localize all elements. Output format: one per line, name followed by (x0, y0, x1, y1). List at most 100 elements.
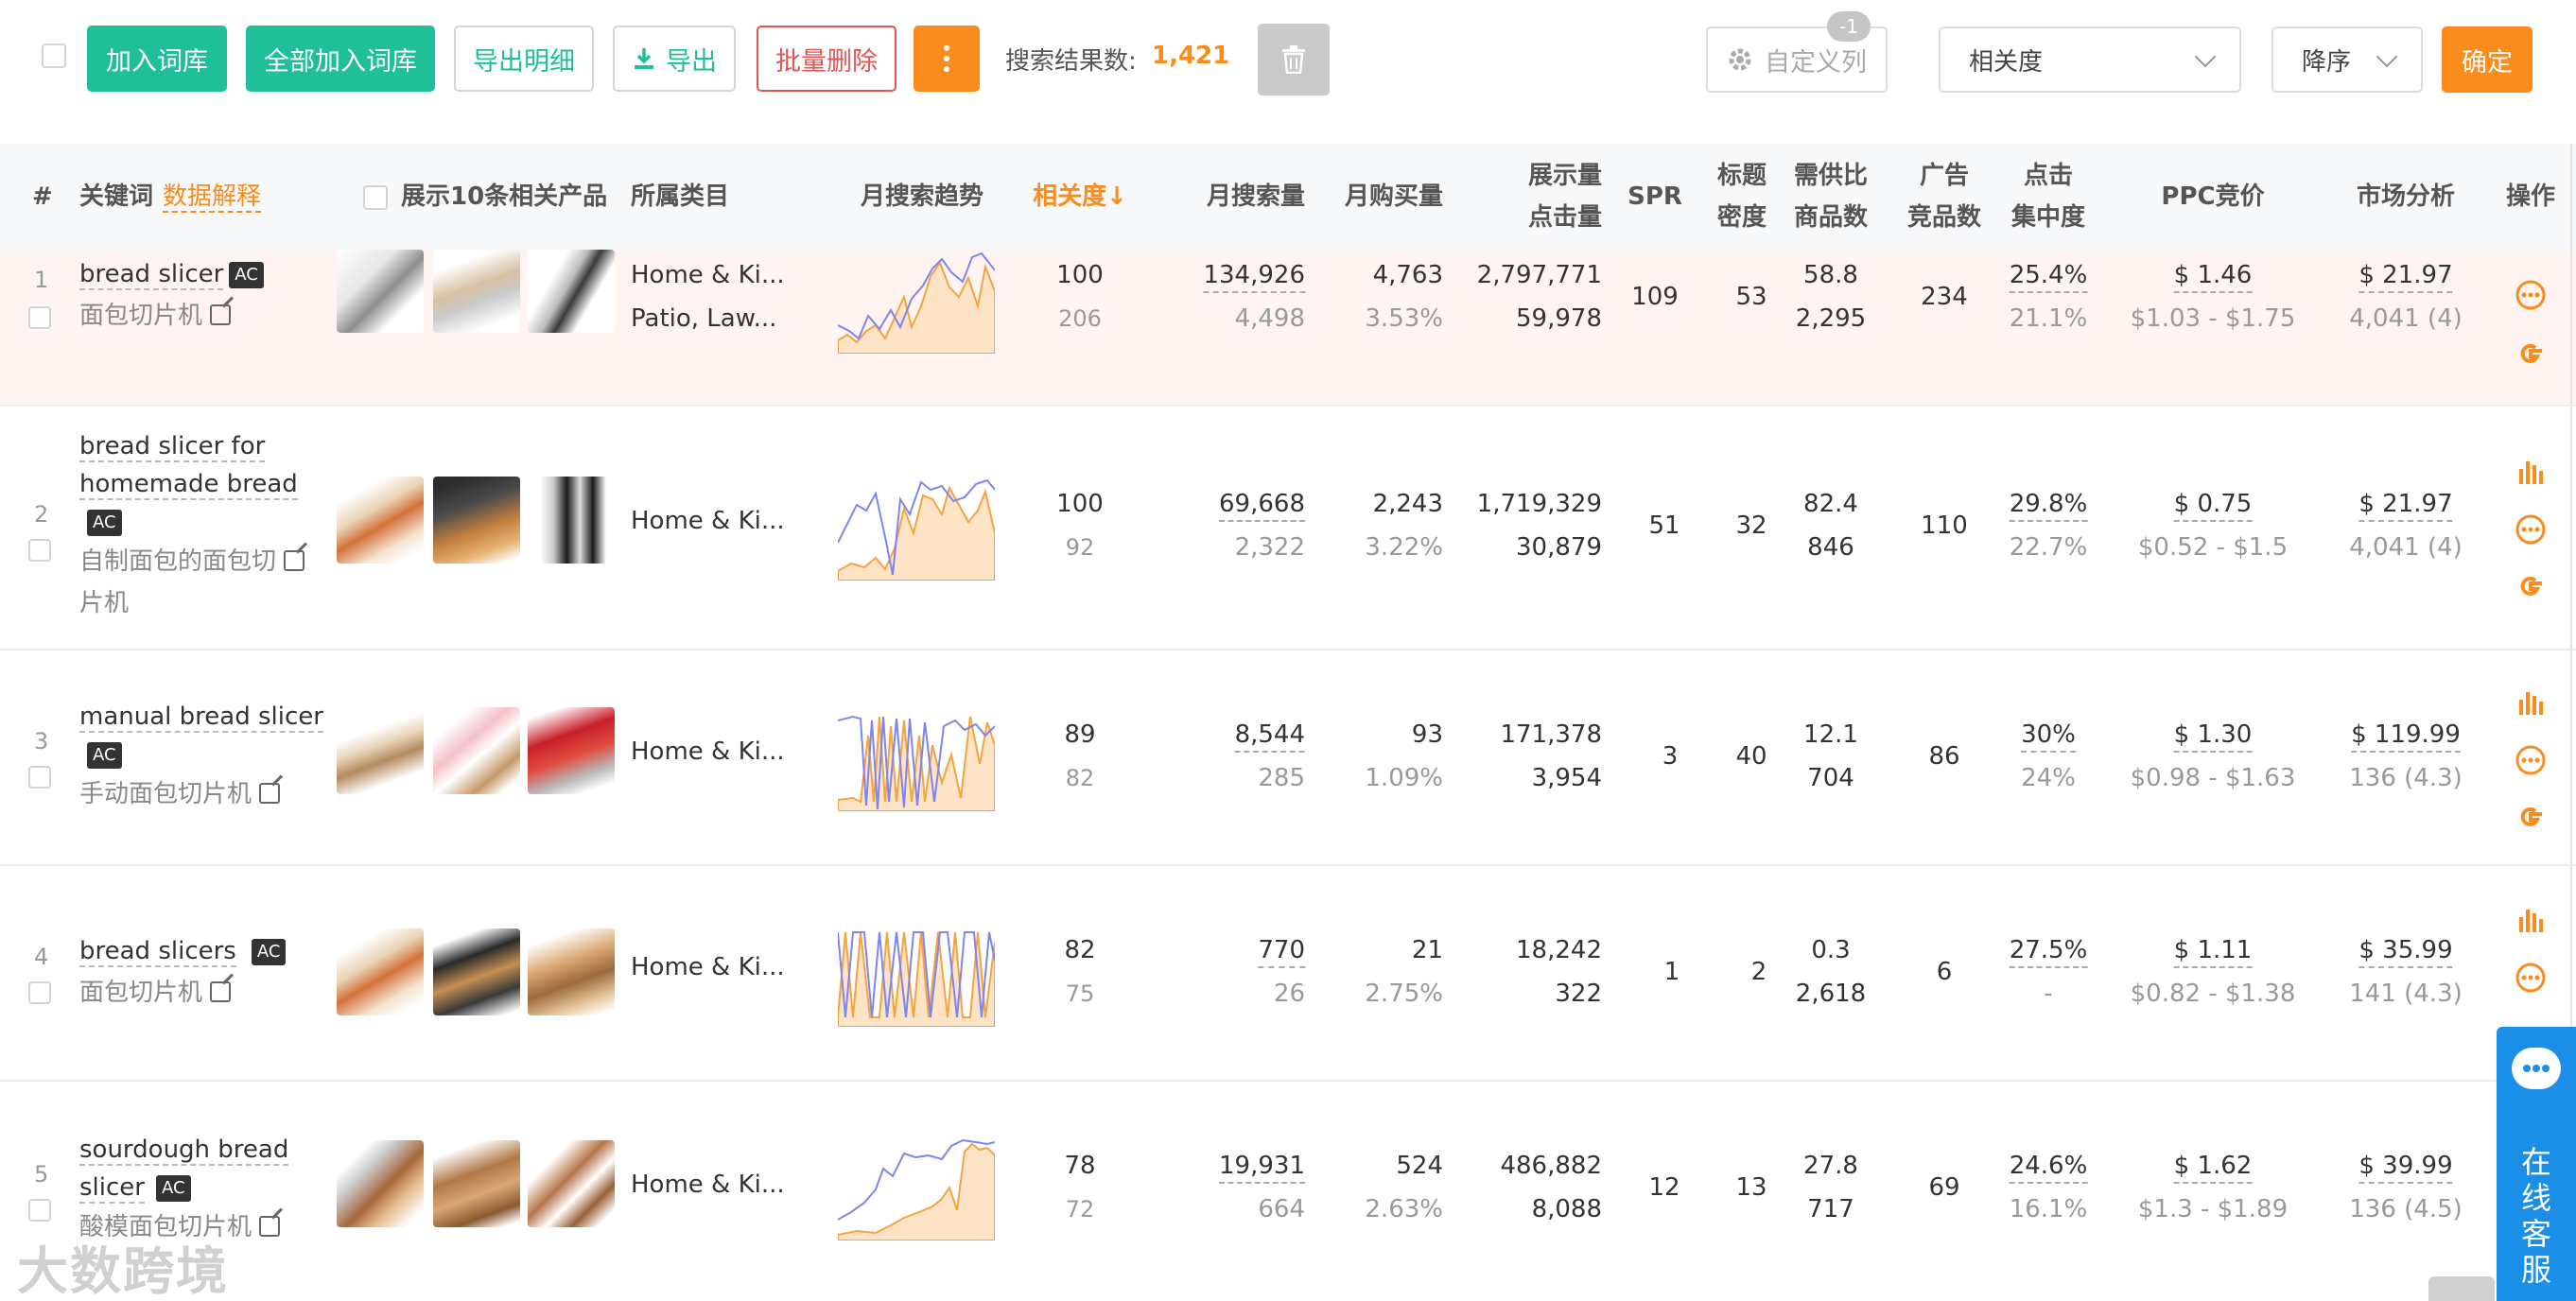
export-button[interactable]: 导出 (613, 26, 736, 92)
market-price[interactable]: $ 35.99 (2358, 928, 2453, 972)
back-to-top-button[interactable] (2428, 1276, 2495, 1301)
more-options-icon[interactable] (2514, 743, 2548, 777)
row-checkbox[interactable] (28, 539, 51, 562)
edit-icon[interactable] (259, 783, 281, 804)
col-show-products[interactable]: 展示10条相关产品 (401, 182, 608, 211)
col-click-conc-2[interactable]: 集中度 (2010, 203, 2086, 232)
ppc-value[interactable]: $ 1.30 (2173, 713, 2253, 756)
col-supply-demand[interactable]: 需供比 (1793, 162, 1869, 190)
product-thumbnail[interactable] (337, 250, 424, 333)
market-price[interactable]: $ 21.97 (2358, 482, 2453, 526)
product-thumbnail[interactable] (528, 250, 615, 333)
col-ppc[interactable]: PPC竞价 (2161, 182, 2265, 211)
edit-icon[interactable] (259, 1216, 281, 1237)
more-options-icon[interactable] (2514, 278, 2548, 312)
col-ad-2[interactable]: 竞品数 (1906, 203, 1982, 232)
monthly-search-value[interactable]: 770 (1258, 928, 1305, 972)
click-concentration-value[interactable]: 25.4% (2009, 253, 2088, 297)
edit-icon[interactable] (210, 981, 232, 1002)
product-thumbnail[interactable] (337, 1140, 424, 1227)
market-price[interactable]: $ 21.97 (2358, 253, 2453, 297)
google-icon[interactable] (2514, 569, 2548, 603)
more-actions-button[interactable] (914, 26, 980, 92)
monthly-search-value[interactable]: 69,668 (1219, 482, 1305, 526)
export-detail-button[interactable]: 导出明细 (454, 26, 594, 92)
click-concentration-value[interactable]: 30% (2021, 713, 2076, 756)
sort-field-select[interactable]: 相关度 (1939, 26, 2241, 93)
keyword-text[interactable]: slicer (79, 1173, 145, 1204)
ppc-value[interactable]: $ 1.62 (2173, 1144, 2253, 1188)
product-thumbnail[interactable] (433, 1140, 520, 1227)
keyword-text[interactable]: manual bread slicer (79, 703, 323, 733)
batch-delete-button[interactable]: 批量删除 (757, 26, 896, 92)
product-thumbnail[interactable] (528, 707, 615, 794)
online-service-button[interactable]: 在线客服 (2497, 1027, 2576, 1301)
col-monthly-purchase[interactable]: 月购买量 (1344, 182, 1443, 211)
col-ad-1[interactable]: 广告 (1919, 162, 1970, 190)
col-click-conc-1[interactable]: 点击 (2023, 162, 2074, 190)
row-checkbox[interactable] (28, 306, 51, 329)
keyword-text[interactable]: sourdough bread (79, 1136, 289, 1166)
monthly-search-value[interactable]: 19,931 (1219, 1144, 1305, 1188)
bar-chart-icon[interactable] (2514, 904, 2548, 938)
col-monthly-search[interactable]: 月搜索量 (1206, 182, 1305, 211)
add-to-library-button[interactable]: 加入词库 (87, 26, 227, 92)
product-thumbnail[interactable] (433, 477, 520, 564)
click-concentration-text: 25.4% (2009, 259, 2088, 293)
product-thumbnail[interactable] (433, 928, 520, 1015)
google-icon[interactable] (2514, 800, 2548, 834)
market-price[interactable]: $ 119.99 (2351, 713, 2461, 756)
more-options-icon[interactable] (2514, 512, 2548, 546)
click-concentration-value[interactable]: 27.5% (2009, 928, 2088, 972)
col-clicks[interactable]: 点击量 (1527, 203, 1602, 232)
col-relevance[interactable]: 相关度↓ (1033, 182, 1127, 211)
trend-sparkline[interactable] (838, 250, 995, 354)
trend-sparkline[interactable] (838, 477, 995, 581)
confirm-button[interactable]: 确定 (2442, 26, 2532, 93)
product-thumbnail[interactable] (337, 707, 424, 794)
more-options-icon[interactable] (2514, 961, 2548, 995)
monthly-search-value[interactable]: 8,544 (1234, 713, 1305, 756)
ppc-value[interactable]: $ 1.11 (2173, 928, 2253, 972)
edit-icon[interactable] (210, 304, 232, 325)
col-title-density-2[interactable]: 密度 (1716, 203, 1767, 232)
col-impressions[interactable]: 展示量 (1527, 162, 1602, 190)
monthly-search-value[interactable]: 134,926 (1203, 253, 1305, 297)
product-thumbnail[interactable] (337, 928, 424, 1015)
trend-sparkline[interactable] (838, 1136, 995, 1240)
row-checkbox[interactable] (28, 1199, 51, 1222)
google-icon[interactable] (2514, 337, 2548, 371)
row-checkbox[interactable] (28, 981, 51, 1004)
product-thumbnail[interactable] (337, 477, 424, 564)
product-thumbnail[interactable] (528, 477, 615, 564)
ppc-value[interactable]: $ 1.46 (2173, 253, 2253, 297)
market-price[interactable]: $ 39.99 (2358, 1144, 2453, 1188)
show-products-checkbox[interactable] (363, 185, 388, 210)
table-row: 3 manual bread slicer AC 手动面包切片机 Home & … (0, 650, 2576, 866)
bar-chart-icon[interactable] (2514, 686, 2548, 720)
keyword-text[interactable]: bread slicer for (79, 432, 266, 462)
keyword-text[interactable]: bread slicers (79, 937, 236, 967)
keyword-text[interactable]: bread slicer (79, 260, 224, 290)
product-thumbnail[interactable] (433, 250, 520, 333)
sort-order-select[interactable]: 降序 (2271, 26, 2423, 93)
trend-sparkline[interactable] (838, 923, 995, 1027)
click-concentration-value[interactable]: 29.8% (2009, 482, 2088, 526)
add-all-to-library-button[interactable]: 全部加入词库 (246, 26, 435, 92)
product-thumbnail[interactable] (528, 928, 615, 1015)
col-product-count[interactable]: 商品数 (1793, 203, 1869, 232)
ppc-value[interactable]: $ 0.75 (2173, 482, 2253, 526)
product-thumbnail[interactable] (528, 1140, 615, 1227)
product-thumbnail[interactable] (433, 707, 520, 794)
trend-sparkline[interactable] (838, 707, 995, 811)
col-spr[interactable]: SPR (1627, 182, 1682, 211)
click-concentration-value[interactable]: 24.6% (2009, 1144, 2088, 1188)
bar-chart-icon[interactable] (2514, 456, 2548, 490)
select-all-checkbox[interactable] (42, 43, 66, 68)
trash-button[interactable] (1258, 24, 1330, 95)
row-checkbox[interactable] (28, 766, 51, 789)
keyword-text[interactable]: homemade bread (79, 470, 298, 500)
edit-icon[interactable] (284, 550, 305, 571)
data-explain-link[interactable]: 数据解释 (163, 182, 262, 213)
col-title-density-1[interactable]: 标题 (1716, 162, 1767, 190)
